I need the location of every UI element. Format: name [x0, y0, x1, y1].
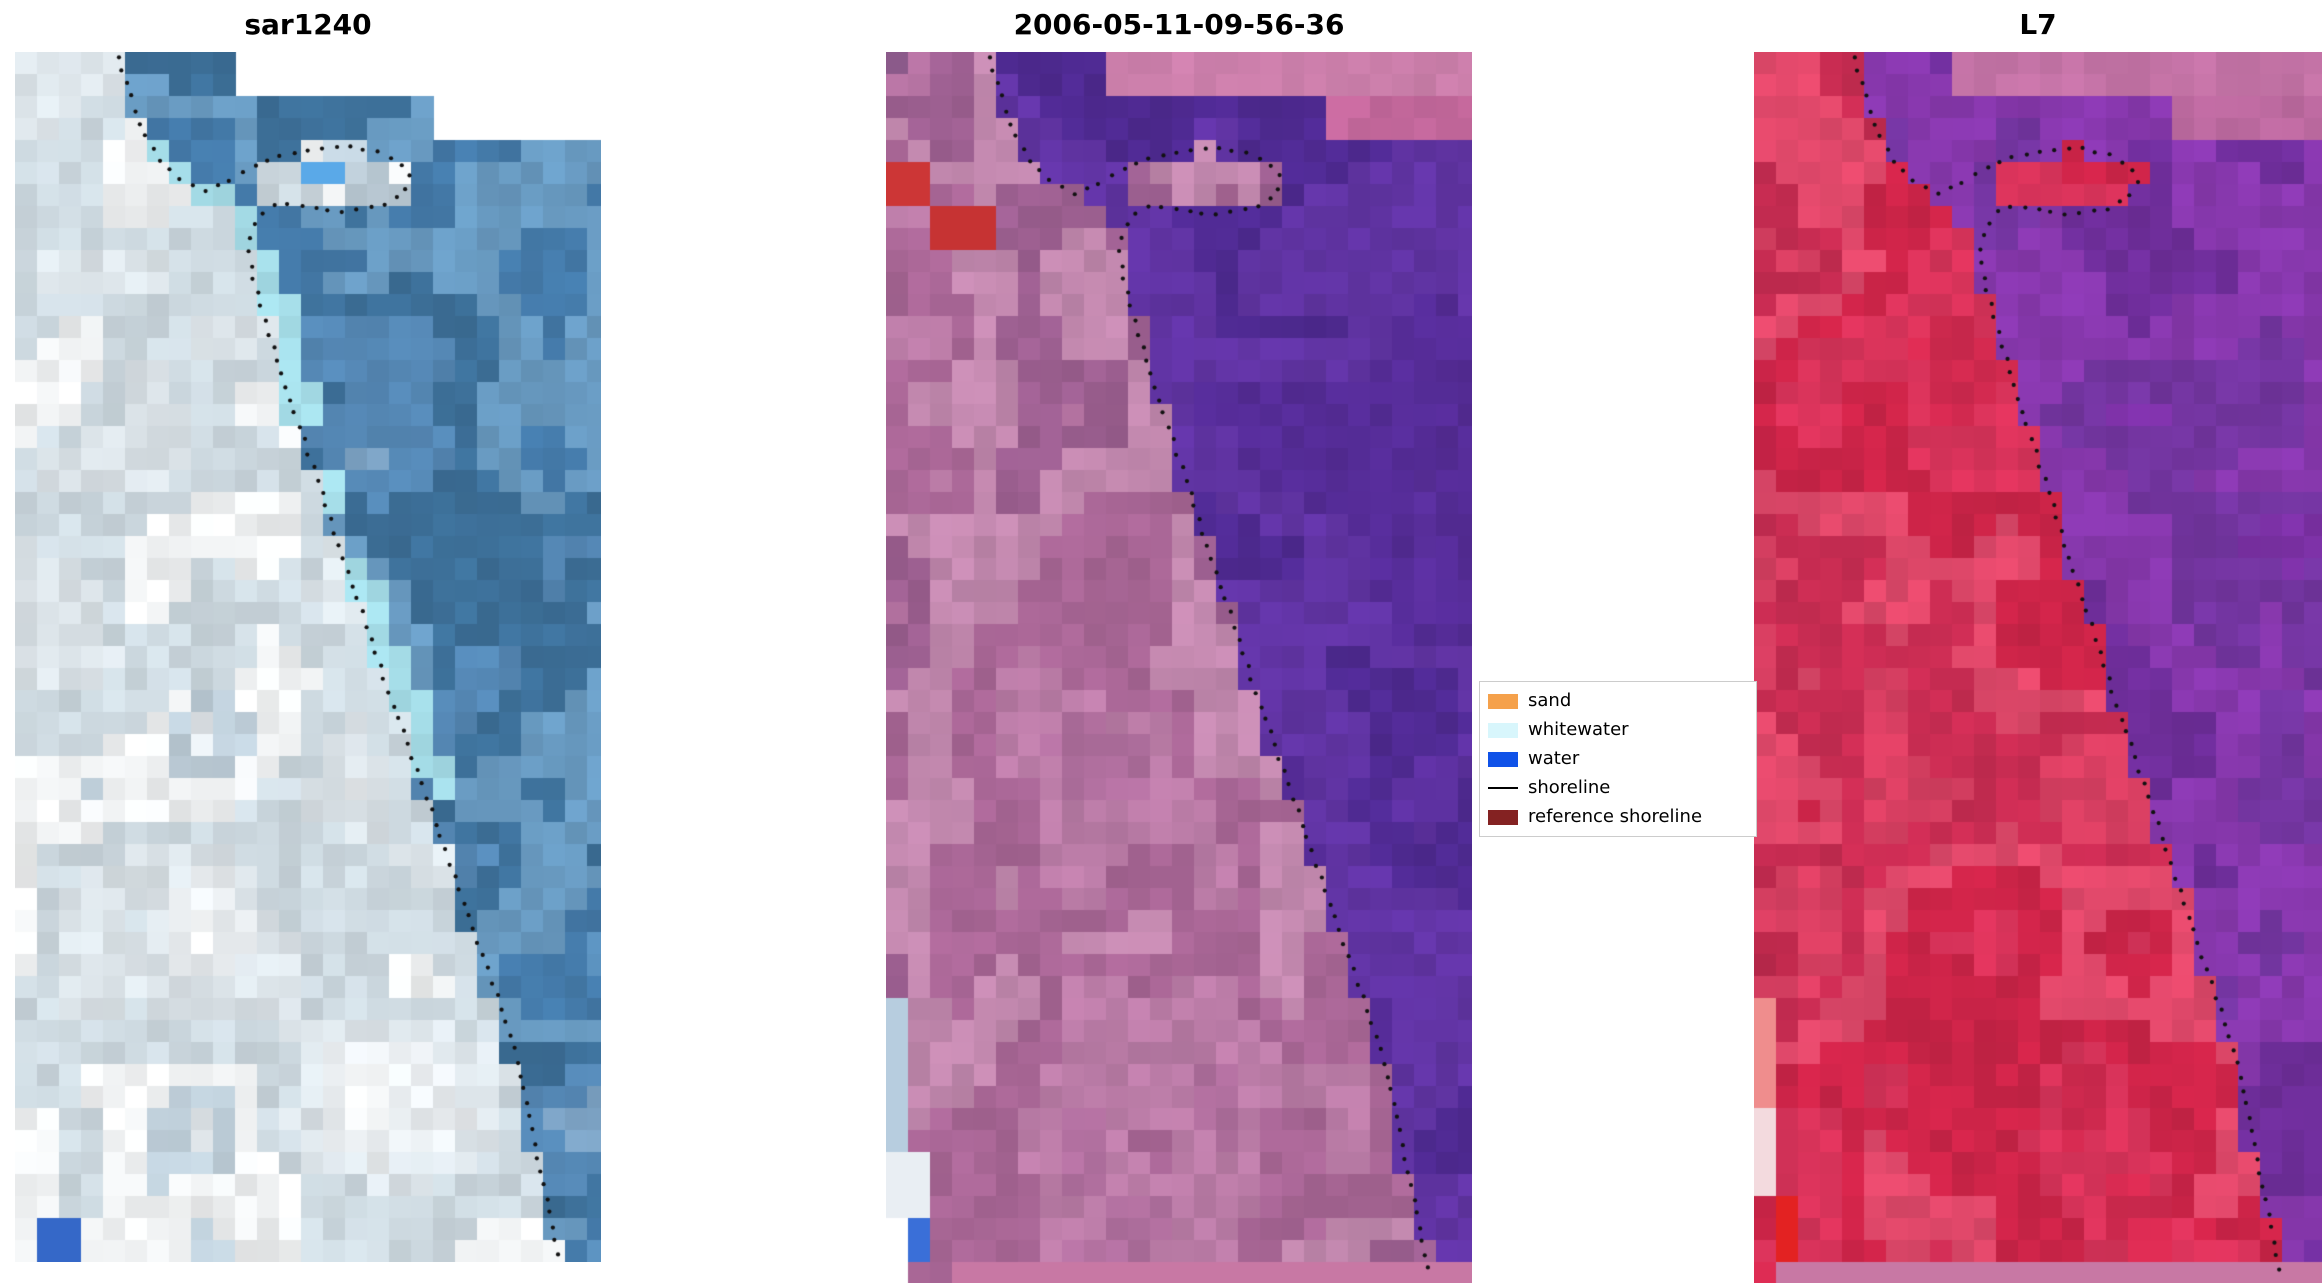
classified-image-panel — [886, 52, 1472, 1283]
sand-swatch-icon — [1488, 693, 1518, 709]
legend-item-water: water — [1488, 748, 1750, 770]
legend-label-sand: sand — [1528, 690, 1572, 711]
panel-title-sar1240: sar1240 — [244, 8, 372, 41]
shoreline-line-icon — [1488, 787, 1518, 789]
panel-title-date: 2006-05-11-09-56-36 — [1013, 8, 1345, 41]
legend: sand whitewater water shoreline referenc… — [1479, 681, 1757, 837]
legend-item-shoreline: shoreline — [1488, 777, 1750, 799]
legend-label-whitewater: whitewater — [1528, 719, 1629, 740]
reference-shoreline-swatch-icon — [1488, 809, 1518, 825]
legend-label-water: water — [1528, 748, 1580, 769]
panel-title-l7: L7 — [2019, 8, 2057, 41]
legend-item-reference-shoreline: reference shoreline — [1488, 806, 1750, 828]
l7-image-panel — [1754, 52, 2322, 1283]
legend-item-whitewater: whitewater — [1488, 719, 1750, 741]
legend-item-sand: sand — [1488, 690, 1750, 712]
whitewater-swatch-icon — [1488, 722, 1518, 738]
legend-label-reference-shoreline: reference shoreline — [1528, 806, 1703, 827]
water-swatch-icon — [1488, 751, 1518, 767]
legend-label-shoreline: shoreline — [1528, 777, 1611, 798]
sar-image-panel — [15, 52, 601, 1262]
